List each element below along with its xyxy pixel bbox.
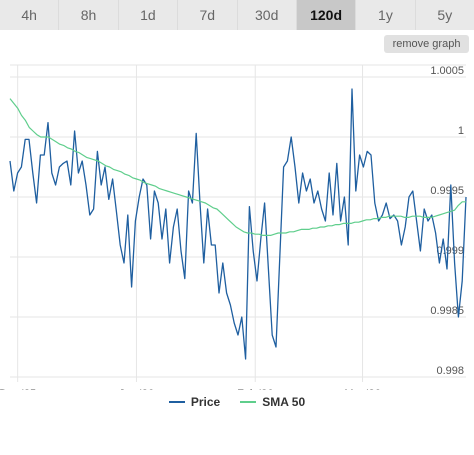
legend-label: Price xyxy=(190,395,221,409)
range-tab-5y[interactable]: 5y xyxy=(415,0,474,30)
x-tick-label: Mar '26 xyxy=(344,388,380,390)
time-range-selector: 4h 8h 1d 7d 30d 120d 1y 5y xyxy=(0,0,474,30)
x-tick-label: Jan '26 xyxy=(119,388,154,390)
y-tick-label: 0.9995 xyxy=(430,185,464,197)
x-tick-label: Feb '26 xyxy=(237,388,273,390)
chart-legend: Price SMA 50 xyxy=(0,390,474,414)
price-chart: 0.998 0.9985 0.999 0.9995 1 1.0005 Dec '25 Jan … xyxy=(0,64,467,390)
y-tick-label: 1.0005 xyxy=(430,65,464,77)
range-tab-120d[interactable]: 120d xyxy=(296,0,357,30)
series-line-sma-50 xyxy=(9,98,466,236)
range-tab-8h[interactable]: 8h xyxy=(59,0,119,30)
legend-swatch xyxy=(168,401,185,403)
range-tab-1d[interactable]: 1d xyxy=(118,0,179,30)
y-tick-label: 0.998 xyxy=(436,365,464,377)
y-tick-label: 1 xyxy=(458,125,464,137)
range-tab-30d[interactable]: 30d xyxy=(237,0,297,30)
range-tab-7d[interactable]: 7d xyxy=(178,0,238,30)
remove-graph-button[interactable]: remove graph xyxy=(384,35,469,53)
legend-item-price[interactable]: Price xyxy=(168,395,221,409)
y-tick-label: 0.9985 xyxy=(430,305,464,317)
x-tick-label: Dec '25 xyxy=(0,388,36,390)
range-tab-4h[interactable]: 4h xyxy=(0,0,60,30)
range-tab-1y[interactable]: 1y xyxy=(356,0,416,30)
legend-label: SMA 50 xyxy=(262,395,306,409)
y-tick-label: 0.999 xyxy=(436,245,464,257)
legend-swatch xyxy=(240,401,257,403)
legend-item-sma-50[interactable]: SMA 50 xyxy=(240,395,305,409)
series-line-price xyxy=(9,88,467,360)
